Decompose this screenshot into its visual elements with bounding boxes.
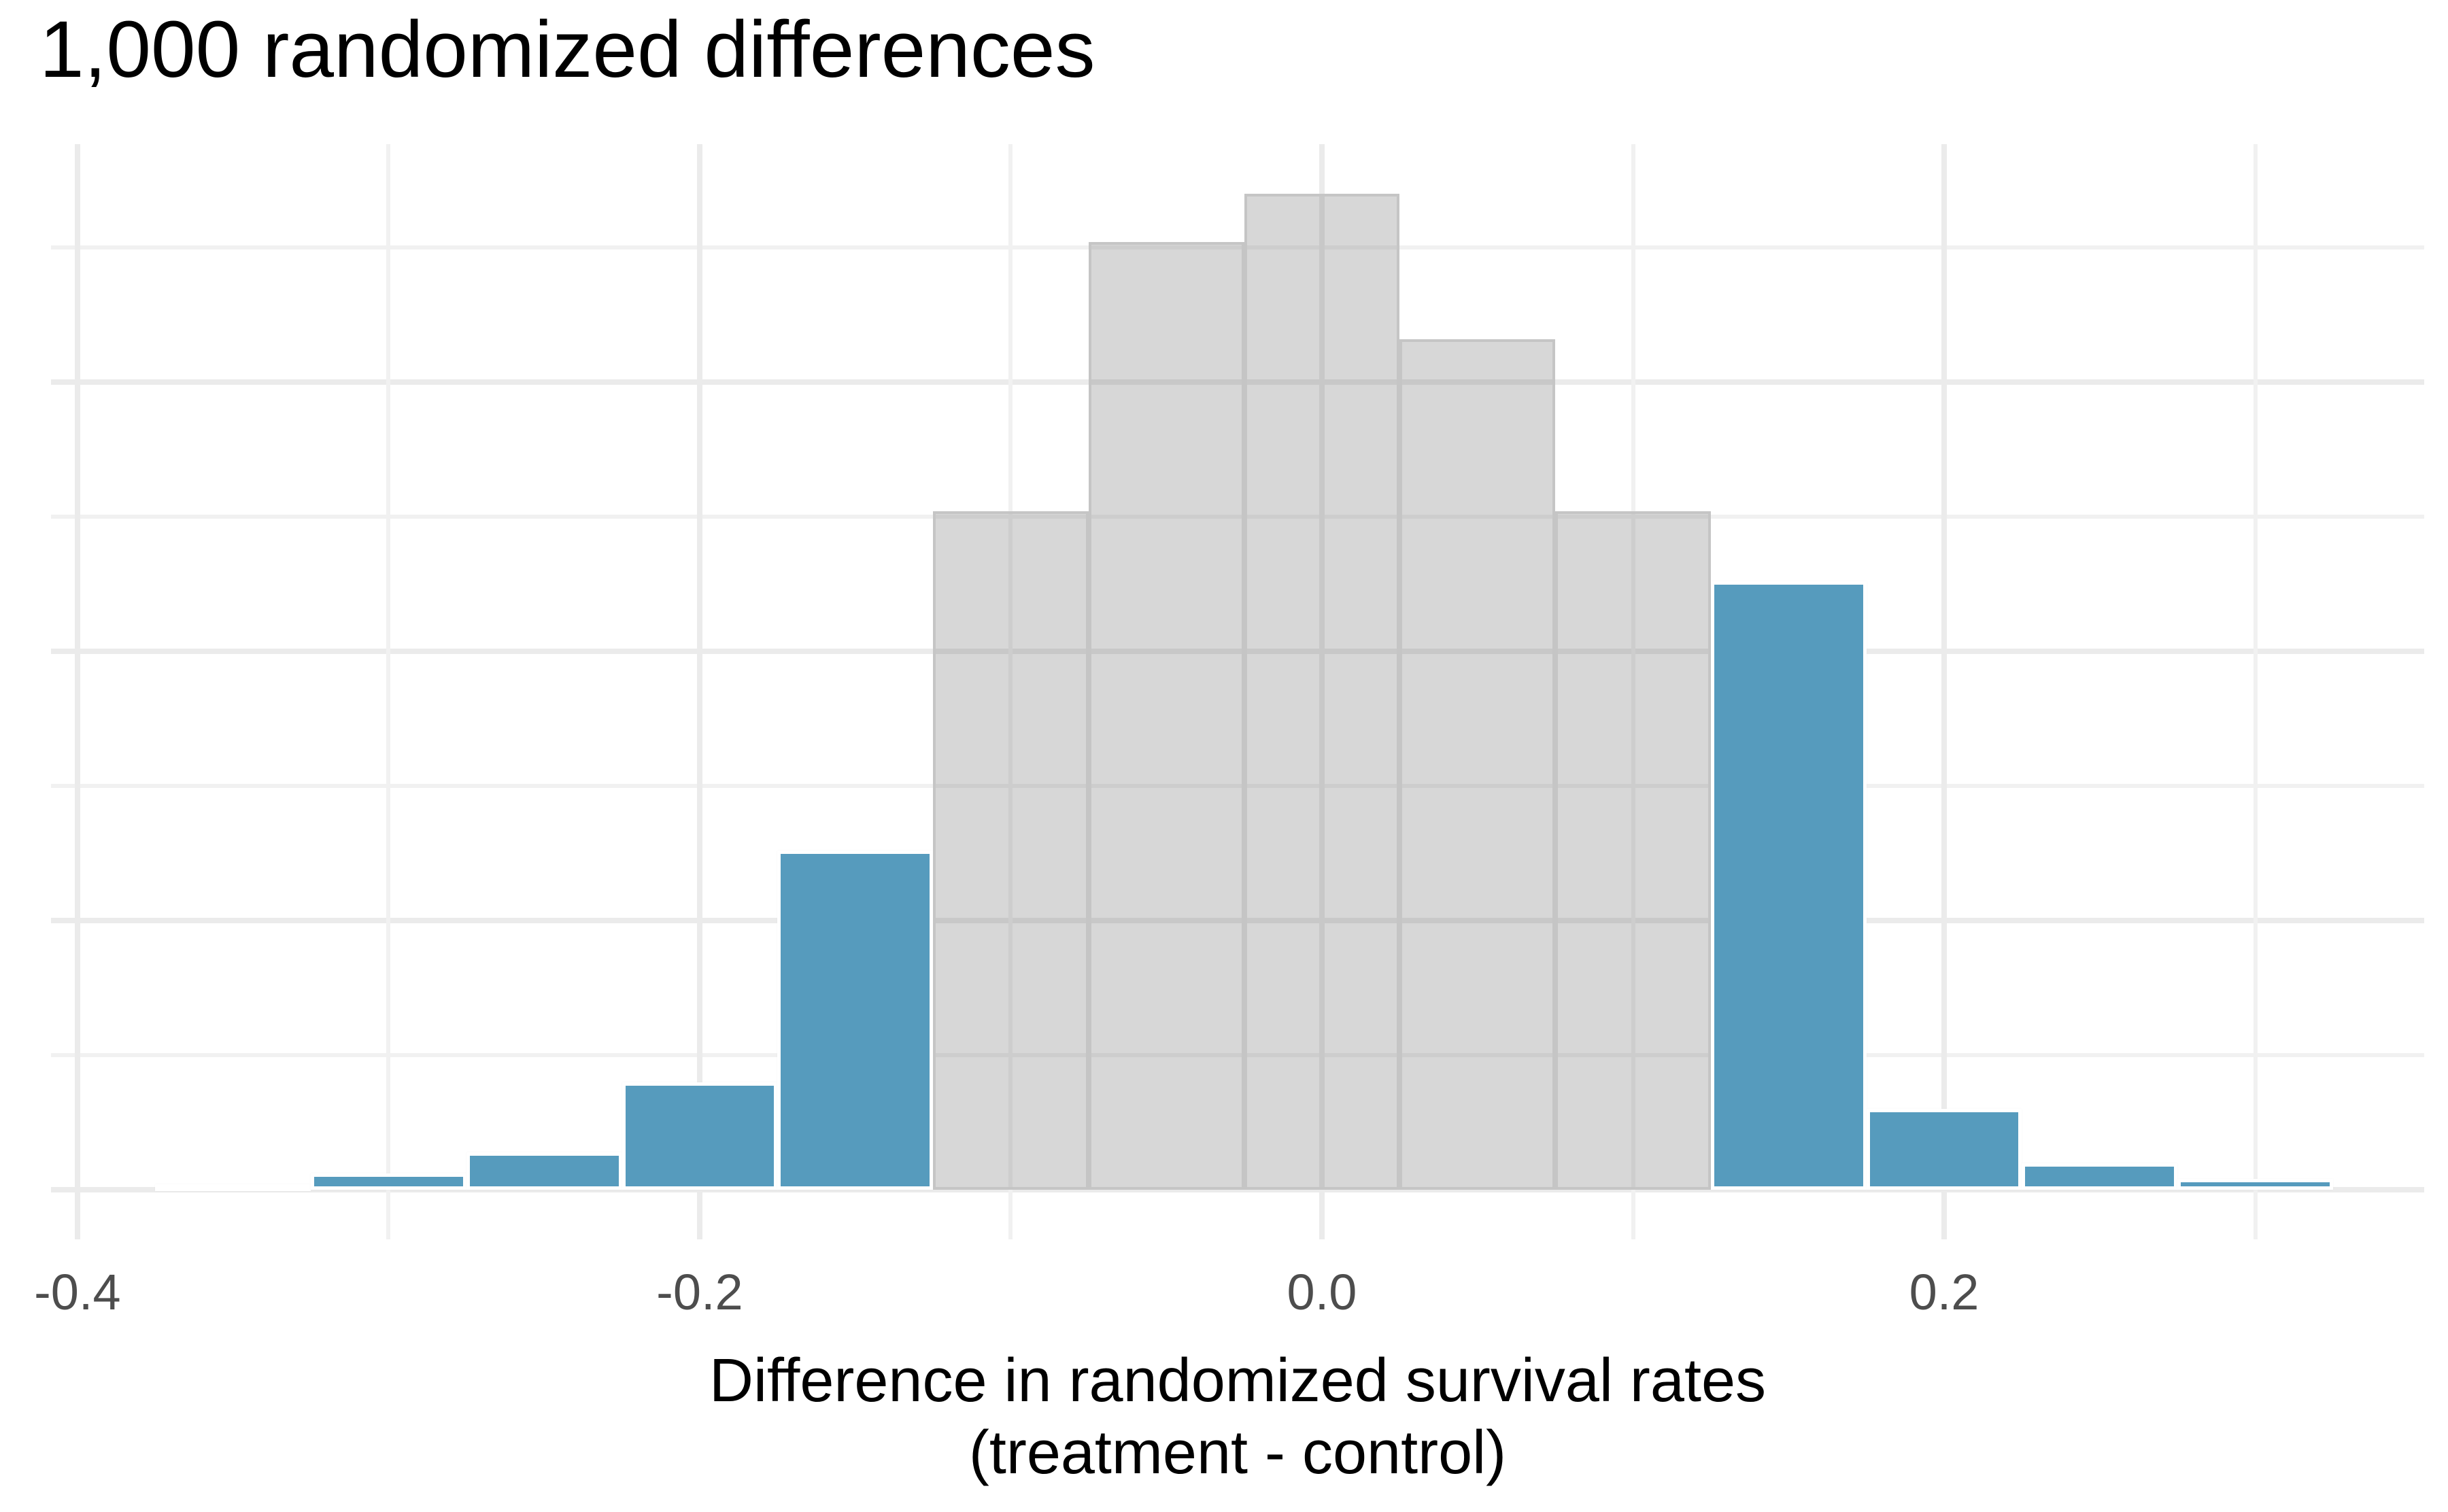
x-axis-title-line1: Difference in randomized survival rates [709,1347,1767,1415]
histogram-bar [1710,581,1867,1190]
histogram-bar [2022,1163,2178,1190]
plot-panel [51,144,2424,1239]
histogram-bar [466,1152,622,1190]
chart-title: 1,000 randomized differences [39,5,1095,94]
y-gridline-major [51,1187,2424,1193]
histogram-bar [1555,511,1711,1190]
x-axis-title: Difference in randomized survival rates … [51,1345,2424,1489]
histogram-bar [622,1082,778,1190]
y-gridline-major [51,649,2424,655]
x-gridline-major [1941,144,1948,1239]
x-gridline-major [696,144,702,1239]
x-tick-label: -0.4 [34,1264,121,1320]
histogram-bar [1399,339,1556,1190]
histogram-bar [777,850,934,1190]
x-tick-label: 0.2 [1909,1264,1979,1320]
x-gridline-minor [2253,144,2258,1239]
histogram-bar [1088,242,1244,1190]
y-gridline-minor [51,515,2424,519]
histogram-bar [1866,1109,2022,1190]
x-gridline-major [1319,144,1325,1239]
histogram-bar [155,1184,311,1192]
x-gridline-major [74,144,80,1239]
y-gridline-major [51,379,2424,385]
x-gridline-minor [1008,144,1013,1239]
y-gridline-minor [51,245,2424,250]
y-gridline-minor [51,784,2424,789]
histogram-bar [1244,193,1400,1190]
x-gridline-minor [386,144,391,1239]
x-axis-title-line2: (treatment - control) [968,1419,1507,1488]
histogram-bar [933,511,1089,1190]
histogram-bar [2177,1179,2333,1190]
x-gridline-minor [1631,144,1635,1239]
y-gridline-minor [51,1053,2424,1058]
x-tick-label: -0.2 [656,1264,743,1320]
x-tick-label: 0.0 [1287,1264,1357,1320]
y-gridline-major [51,918,2424,924]
histogram-bar [311,1173,466,1190]
